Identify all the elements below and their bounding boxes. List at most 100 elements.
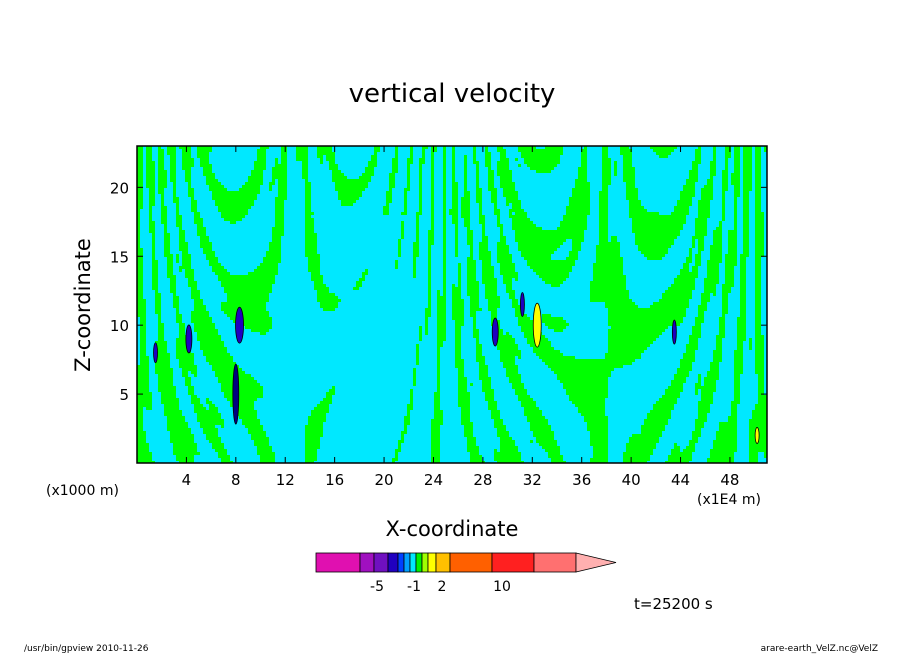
- field-cell: [524, 233, 527, 236]
- field-cell: [413, 254, 416, 257]
- field-cell: [161, 182, 164, 185]
- field-cell: [512, 191, 515, 194]
- field-cell: [137, 146, 140, 149]
- field-cell: [545, 257, 548, 260]
- field-cell: [434, 146, 437, 149]
- field-cell: [608, 278, 611, 281]
- field-cell: [611, 275, 614, 278]
- field-cell: [482, 218, 485, 221]
- field-cell: [740, 302, 743, 305]
- field-cell: [647, 311, 650, 314]
- field-cell: [152, 167, 155, 170]
- field-cell: [746, 254, 749, 257]
- field-cell: [263, 311, 266, 314]
- field-cell: [623, 278, 626, 281]
- field-cell: [326, 296, 329, 299]
- field-cell: [224, 290, 227, 293]
- field-cell: [731, 263, 734, 266]
- field-cell: [485, 269, 488, 272]
- field-cell: [611, 329, 614, 332]
- field-cell: [746, 185, 749, 188]
- field-cell: [596, 269, 599, 272]
- field-cell: [245, 203, 248, 206]
- field-cell: [518, 224, 521, 227]
- field-cell: [650, 230, 653, 233]
- field-cell: [284, 179, 287, 182]
- field-cell: [545, 245, 548, 248]
- field-cell: [191, 314, 194, 317]
- field-cell: [239, 290, 242, 293]
- field-cell: [593, 290, 596, 293]
- field-cell: [653, 146, 656, 149]
- field-cell: [206, 254, 209, 257]
- field-cell: [311, 272, 314, 275]
- field-cell: [398, 248, 401, 251]
- field-cell: [638, 236, 641, 239]
- field-cell: [608, 164, 611, 167]
- field-cell: [671, 299, 674, 302]
- field-cell: [608, 299, 611, 302]
- field-cell: [278, 173, 281, 176]
- field-cell: [581, 173, 584, 176]
- field-cell: [479, 197, 482, 200]
- field-cell: [662, 224, 665, 227]
- field-cell: [623, 179, 626, 182]
- field-cell: [719, 230, 722, 233]
- field-cell: [257, 179, 260, 182]
- field-cell: [668, 308, 671, 311]
- field-cell: [158, 305, 161, 308]
- field-cell: [638, 320, 641, 323]
- field-cell: [728, 155, 731, 158]
- field-cell: [443, 206, 446, 209]
- field-cell: [488, 251, 491, 254]
- field-cell: [479, 212, 482, 215]
- field-cell: [758, 269, 761, 272]
- field-cell: [647, 236, 650, 239]
- field-cell: [533, 251, 536, 254]
- field-cell: [494, 212, 497, 215]
- field-cell: [713, 275, 716, 278]
- field-cell: [683, 296, 686, 299]
- field-cell: [437, 302, 440, 305]
- field-cell: [680, 212, 683, 215]
- field-cell: [260, 176, 263, 179]
- field-cell: [269, 245, 272, 248]
- field-cell: [443, 281, 446, 284]
- field-cell: [542, 266, 545, 269]
- field-cell: [644, 224, 647, 227]
- field-cell: [137, 299, 140, 302]
- field-cell: [455, 224, 458, 227]
- field-cell: [506, 182, 509, 185]
- field-cell: [575, 221, 578, 224]
- field-cell: [662, 326, 665, 329]
- field-cell: [635, 326, 638, 329]
- field-cell: [140, 281, 143, 284]
- field-cell: [509, 284, 512, 287]
- field-cell: [512, 203, 515, 206]
- field-cell: [350, 188, 353, 191]
- field-cell: [515, 272, 518, 275]
- field-cell: [578, 239, 581, 242]
- field-cell: [482, 263, 485, 266]
- field-cell: [575, 236, 578, 239]
- field-cell: [404, 188, 407, 191]
- field-cell: [260, 269, 263, 272]
- field-cell: [653, 239, 656, 242]
- field-cell: [635, 212, 638, 215]
- field-cell: [170, 152, 173, 155]
- field-cell: [443, 218, 446, 221]
- field-cell: [533, 167, 536, 170]
- field-cell: [722, 317, 725, 320]
- field-cell: [203, 239, 206, 242]
- field-cell: [311, 266, 314, 269]
- field-cell: [644, 317, 647, 320]
- field-cell: [470, 302, 473, 305]
- field-cell: [332, 308, 335, 311]
- field-cell: [704, 218, 707, 221]
- field-cell: [206, 236, 209, 239]
- field-cell: [617, 269, 620, 272]
- field-cell: [692, 272, 695, 275]
- field-cell: [626, 179, 629, 182]
- field-cell: [512, 302, 515, 305]
- field-cell: [260, 326, 263, 329]
